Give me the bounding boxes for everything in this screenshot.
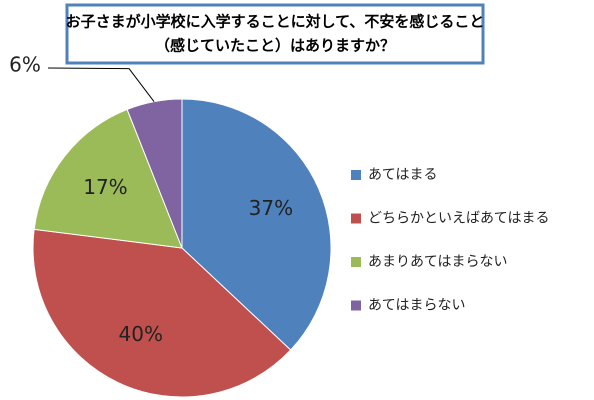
chart-title: （感じていたこと）はありますか？ [155,37,395,55]
legend-label: どちらかといえばあてはまる [368,211,549,227]
value-label: 40% [119,322,163,346]
title-box [65,3,485,65]
legend-label: あまりあてはまらない [368,254,507,270]
chart-title: お子さまが小学校に入学することに対して、不安を感じること [66,13,485,31]
value-label: 17% [83,175,127,199]
legend-swatch [351,300,361,311]
pie-slice [32,228,292,398]
legend-swatch [351,213,361,224]
value-label: 6% [9,53,41,77]
leader-line [47,67,155,102]
legend-swatch [351,170,361,180]
legend-label: あてはまる [368,167,437,183]
pie-slice [181,98,332,351]
legend-swatch [351,257,361,267]
pie-slice [33,108,183,249]
legend-label: あてはまらない [368,298,465,314]
value-label: 37% [249,196,293,220]
